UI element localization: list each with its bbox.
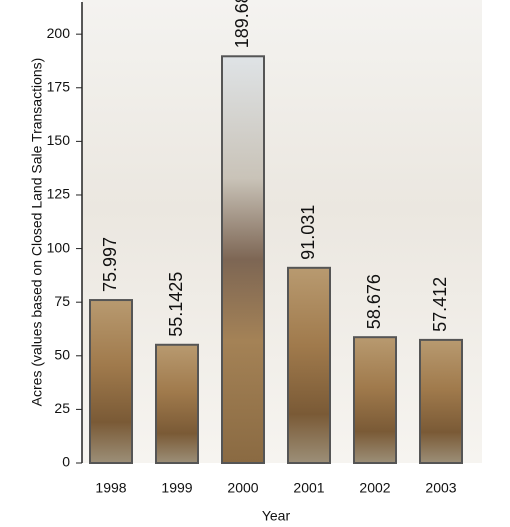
x-tick-label: 1999 xyxy=(161,480,192,496)
plot-area xyxy=(89,55,463,465)
bar xyxy=(155,343,199,464)
bar xyxy=(287,266,331,464)
y-tick-label: 200 xyxy=(47,25,71,41)
y-tick-label: 25 xyxy=(54,400,70,416)
y-tick-label: 100 xyxy=(47,239,71,255)
y-tick-label: 0 xyxy=(62,454,70,470)
bar xyxy=(419,338,463,464)
x-tick-label: 2003 xyxy=(425,480,456,496)
y-tick-label: 75 xyxy=(54,293,70,309)
y-tick-label: 175 xyxy=(47,78,71,94)
bar xyxy=(221,55,265,464)
y-tick-label: 150 xyxy=(47,132,71,148)
bar xyxy=(353,336,397,465)
y-axis-title: Acres (values based on Closed Land Sale … xyxy=(29,58,45,407)
value-label: 189.6823 xyxy=(232,0,252,48)
x-tick-label: 2002 xyxy=(359,480,390,496)
background-photo xyxy=(82,0,482,463)
value-label: 57.412 xyxy=(430,277,450,332)
x-tick-label: 2001 xyxy=(293,480,324,496)
value-label: 75.997 xyxy=(100,237,120,292)
y-tick-label: 50 xyxy=(54,346,70,362)
x-axis-title: Year xyxy=(262,508,291,524)
bar xyxy=(89,299,133,464)
x-tick-label: 1998 xyxy=(95,480,126,496)
value-label: 55.1425 xyxy=(166,272,186,337)
value-label: 91.031 xyxy=(298,205,318,260)
value-label: 58.676 xyxy=(364,274,384,329)
y-tick-label: 125 xyxy=(47,186,71,202)
x-tick-label: 2000 xyxy=(227,480,258,496)
